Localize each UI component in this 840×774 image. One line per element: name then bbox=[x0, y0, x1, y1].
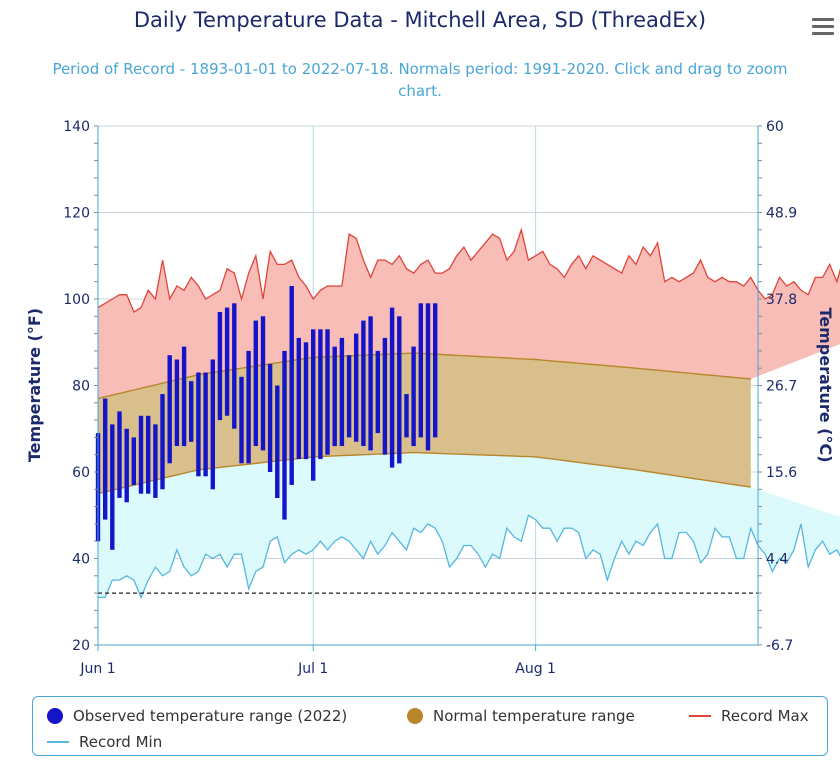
observed-range-bar bbox=[332, 346, 337, 447]
observed-range-bar bbox=[325, 329, 330, 455]
observed-range-bar bbox=[361, 320, 366, 446]
observed-range-bar bbox=[311, 329, 316, 481]
legend-label: Record Max bbox=[721, 707, 809, 725]
legend-item-observed[interactable]: Observed temperature range (2022) bbox=[47, 707, 347, 725]
observed-range-bar bbox=[382, 337, 388, 455]
observed-range-bar bbox=[354, 333, 359, 442]
observed-range-bar bbox=[124, 428, 129, 503]
observed-range-bar bbox=[232, 303, 237, 429]
observed-range-bar bbox=[425, 303, 431, 451]
observed-range-bar bbox=[189, 381, 194, 442]
record-max-line bbox=[97, 227, 840, 313]
observed-range-bar bbox=[110, 424, 115, 550]
observed-range-bar bbox=[404, 394, 409, 438]
observed-range-bar bbox=[131, 437, 136, 485]
observed-range-bar bbox=[153, 424, 158, 498]
observed-range-bar bbox=[253, 320, 258, 446]
series-layer bbox=[95, 227, 840, 600]
observed-range-bar bbox=[267, 363, 273, 472]
axes: 20 -6.7 40 4.4 60 15.6 80 26.7 100 37.8 120 48.9 140… bbox=[63, 119, 797, 677]
y2-tick-label: 15.6 bbox=[766, 465, 797, 481]
x-tick-label: Aug 1 bbox=[515, 661, 556, 677]
observed-range-bar bbox=[389, 307, 395, 468]
observed-range-bar bbox=[282, 350, 287, 520]
legend-record-max-line-icon bbox=[689, 715, 711, 717]
chart-subtitle: Period of Record - 1893-01-01 to 2022-07… bbox=[52, 60, 788, 100]
observed-range-bar bbox=[196, 372, 201, 477]
observed-range-bar bbox=[318, 329, 323, 459]
observed-range-bar bbox=[289, 286, 294, 485]
chart-legend: Observed temperature range (2022) Normal… bbox=[32, 696, 828, 756]
y2-tick-label: 48.9 bbox=[766, 206, 797, 222]
y2-tick-label: -6.7 bbox=[766, 638, 793, 654]
y-tick-label: 40 bbox=[72, 552, 90, 568]
y2-tick-label: 4.4 bbox=[766, 552, 788, 568]
y2-tick-label: 60 bbox=[766, 119, 784, 135]
legend-item-record-min[interactable]: Record Min bbox=[47, 733, 162, 751]
observed-range-bar bbox=[217, 312, 223, 421]
x-tick-label: Jul 1 bbox=[297, 661, 328, 677]
observed-range-bar bbox=[433, 303, 438, 438]
y-tick-label: 60 bbox=[72, 465, 90, 481]
chart-menu-icon[interactable] bbox=[812, 18, 834, 39]
observed-range-bar bbox=[224, 307, 230, 416]
observed-range-bar bbox=[181, 346, 187, 447]
legend-item-record-max[interactable]: Record Max bbox=[689, 707, 809, 725]
observed-range-bar bbox=[339, 337, 345, 446]
observed-range-bar bbox=[117, 411, 122, 498]
observed-range-bar bbox=[160, 394, 165, 490]
legend-label: Record Min bbox=[79, 733, 163, 751]
observed-range-bar bbox=[275, 385, 280, 498]
observed-range-bar bbox=[146, 415, 151, 494]
observed-range-bar bbox=[174, 359, 180, 446]
observed-range-bar bbox=[397, 316, 402, 464]
y-tick-label: 80 bbox=[72, 379, 90, 395]
legend-label: Observed temperature range (2022) bbox=[73, 707, 348, 725]
legend-record-min-line-icon bbox=[47, 741, 69, 743]
observed-range-bar bbox=[368, 316, 373, 451]
observed-range-bar bbox=[260, 316, 266, 451]
observed-range-bar bbox=[103, 398, 108, 520]
observed-range-bar bbox=[138, 415, 144, 494]
y2-axis-title: Temperature (°C) bbox=[816, 307, 835, 462]
legend-observed-circle-icon bbox=[47, 708, 63, 724]
observed-range-bar bbox=[346, 355, 352, 438]
record-min-line bbox=[98, 514, 840, 600]
observed-range-bar bbox=[418, 303, 423, 438]
y-tick-label: 100 bbox=[63, 292, 90, 308]
y-tick-label: 120 bbox=[63, 206, 90, 222]
observed-range-bar bbox=[411, 346, 416, 447]
y-tick-label: 140 bbox=[63, 119, 90, 135]
observed-range-bar bbox=[203, 372, 208, 477]
legend-normal-circle-icon bbox=[407, 708, 423, 724]
temperature-chart[interactable]: 20 -6.7 40 4.4 60 15.6 80 26.7 100 37.8 120 48.9 140… bbox=[0, 0, 840, 696]
chart-title: Daily Temperature Data - Mitchell Area, … bbox=[133, 8, 707, 32]
observed-range-bar bbox=[210, 359, 215, 490]
y-axis-title: Temperature (°F) bbox=[25, 308, 44, 462]
observed-range-bar bbox=[239, 376, 244, 464]
y2-tick-label: 26.7 bbox=[766, 379, 797, 395]
observed-range-bar bbox=[303, 342, 309, 460]
observed-range-bar bbox=[167, 355, 172, 464]
legend-label: Normal temperature range bbox=[433, 707, 635, 725]
x-tick-label: Jun 1 bbox=[79, 661, 115, 677]
observed-range-bar bbox=[296, 337, 301, 459]
y2-tick-label: 37.8 bbox=[766, 292, 797, 308]
observed-range-bar bbox=[375, 350, 380, 434]
legend-item-normal[interactable]: Normal temperature range bbox=[407, 707, 635, 725]
y-tick-label: 20 bbox=[72, 638, 90, 654]
observed-range-bar bbox=[246, 350, 251, 464]
